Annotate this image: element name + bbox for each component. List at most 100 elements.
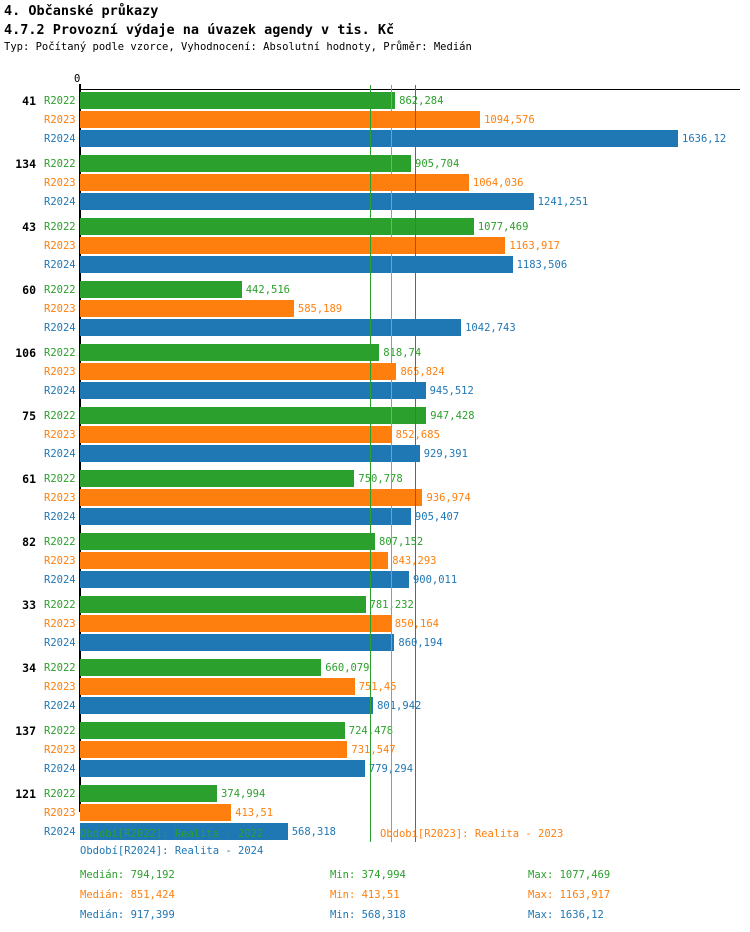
legend-item[interactable]: Období[R2024]: Realita - 2024 <box>80 845 264 857</box>
bar <box>80 344 380 361</box>
series-label-r2024: R2024 <box>44 133 76 145</box>
bar-value-label: 413,51 <box>235 807 274 819</box>
bar <box>80 552 389 569</box>
category-label: 61 <box>22 472 36 486</box>
bar-value-label: 1042,743 <box>465 322 516 334</box>
bar-value-label: 751,45 <box>358 681 397 693</box>
bar-value-label: 905,704 <box>415 158 460 170</box>
series-label-r2023: R2023 <box>44 114 76 126</box>
bar-value-label: 929,391 <box>423 448 468 460</box>
legend-item[interactable]: Období[R2023]: Realita - 2023 <box>380 828 564 840</box>
series-label-r2024: R2024 <box>44 511 76 523</box>
bar-value-label: 1163,917 <box>509 240 560 252</box>
median-line-r2022 <box>370 85 372 842</box>
category-label: 134 <box>15 157 36 171</box>
bar <box>80 571 409 588</box>
stat-median-value: Medián: 917,399 <box>80 909 175 921</box>
series-label-r2023: R2023 <box>44 240 76 252</box>
bar-value-label: 905,407 <box>414 511 460 523</box>
bar <box>80 596 366 613</box>
series-label-r2022: R2022 <box>44 788 76 800</box>
bar <box>80 659 322 676</box>
bar-value-label: 731,547 <box>351 744 396 756</box>
bar-value-label: 843,293 <box>392 555 437 567</box>
series-label-r2023: R2023 <box>44 366 76 378</box>
bar-value-label: 818,74 <box>383 347 422 359</box>
bar <box>80 533 375 550</box>
bar <box>80 281 242 298</box>
stat-min-value: Min: 413,51 <box>330 889 400 901</box>
stat-min-value: Min: 374,994 <box>330 869 406 881</box>
bar-value-label: 852,685 <box>395 429 440 441</box>
bar-value-label: 1077,469 <box>477 221 529 233</box>
series-label-r2022: R2022 <box>44 410 76 422</box>
bar <box>80 218 474 235</box>
series-label-r2024: R2024 <box>44 763 76 775</box>
bar <box>80 634 395 651</box>
category-label: 43 <box>22 220 36 234</box>
bar-value-label: 1183,506 <box>516 259 568 271</box>
bar <box>80 407 427 424</box>
bar <box>80 174 469 191</box>
series-label-r2024: R2024 <box>44 637 76 649</box>
category-label: 34 <box>22 661 36 675</box>
series-label-r2023: R2023 <box>44 744 76 756</box>
bar-value-label: 807,152 <box>379 536 424 548</box>
bar-value-label: 779,294 <box>368 763 414 775</box>
bar-value-label: 1064,036 <box>472 177 524 189</box>
bar-value-label: 568,318 <box>291 826 336 838</box>
stat-min-value: Min: 568,318 <box>330 909 406 921</box>
legend-item[interactable]: Období[R2022]: Realita - 2022 <box>80 828 264 840</box>
series-label-r2022: R2022 <box>44 599 76 611</box>
series-label-r2024: R2024 <box>44 322 76 334</box>
stat-max-value: Max: 1163,917 <box>528 889 611 901</box>
category-label: 106 <box>15 346 36 360</box>
stat-max-value: Max: 1636,12 <box>528 909 604 921</box>
bar <box>80 760 365 777</box>
x-axis-zero-label: 0 <box>74 73 81 85</box>
bar-value-label: 374,994 <box>221 788 266 800</box>
median-line-r2024 <box>415 85 417 842</box>
series-label-r2023: R2023 <box>44 177 76 189</box>
bar-value-label: 1241,251 <box>537 196 589 208</box>
stat-max-value: Max: 1077,469 <box>528 869 611 881</box>
bar-value-label: 947,428 <box>430 410 475 422</box>
bar-value-label: 585,189 <box>297 303 343 315</box>
series-label-r2023: R2023 <box>44 303 76 315</box>
bar <box>80 382 426 399</box>
series-label-r2024: R2024 <box>44 574 76 586</box>
series-label-r2023: R2023 <box>44 429 76 441</box>
bar-value-label: 936,974 <box>426 492 471 504</box>
stat-median-value: Medián: 794,192 <box>80 869 175 881</box>
bar <box>80 823 288 840</box>
series-label-r2024: R2024 <box>44 448 76 460</box>
series-label-r2022: R2022 <box>44 473 76 485</box>
bar <box>80 363 397 380</box>
category-label: 82 <box>22 535 36 549</box>
series-label-r2023: R2023 <box>44 681 76 693</box>
series-label-r2024: R2024 <box>44 259 76 271</box>
bar-value-label: 945,512 <box>429 385 474 397</box>
bar <box>80 722 345 739</box>
series-label-r2022: R2022 <box>44 158 76 170</box>
bar <box>80 804 232 821</box>
bar <box>80 697 374 714</box>
page-subtitle: Typ: Počítaný podle vzorce, Vyhodnocení:… <box>4 41 472 53</box>
bar <box>80 678 355 695</box>
series-label-r2023: R2023 <box>44 807 76 819</box>
series-label-r2022: R2022 <box>44 536 76 548</box>
series-label-r2024: R2024 <box>44 385 76 397</box>
category-label: 33 <box>22 598 36 612</box>
bar-value-label: 1636,12 <box>682 133 727 145</box>
bar-value-label: 862,284 <box>399 95 444 107</box>
series-label-r2022: R2022 <box>44 95 76 107</box>
bar <box>80 615 391 632</box>
series-label-r2022: R2022 <box>44 725 76 737</box>
bar <box>80 155 412 172</box>
bar-value-label: 865,824 <box>400 366 445 378</box>
page-title-section: 4. Občanské průkazy <box>4 3 159 19</box>
series-label-r2024: R2024 <box>44 196 76 208</box>
bar <box>80 445 420 462</box>
